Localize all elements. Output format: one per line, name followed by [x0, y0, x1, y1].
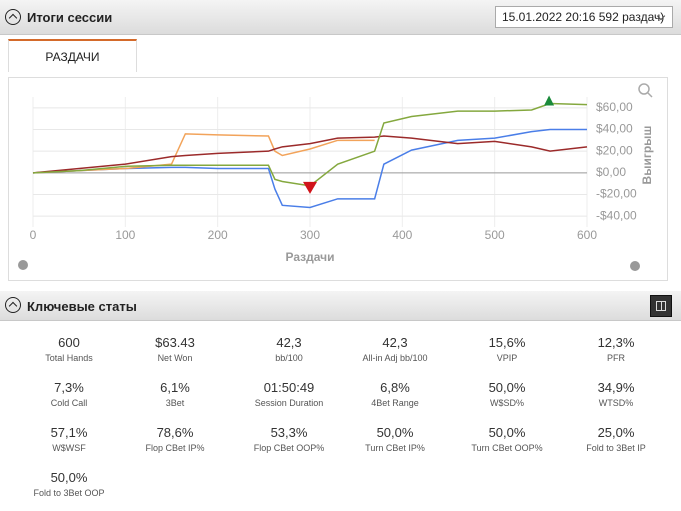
session-select[interactable]: 15.01.2022 20:16 592 раздач): [495, 6, 673, 28]
stat-label: Turn CBet OOP%: [471, 443, 543, 453]
zoom-icon[interactable]: [638, 83, 650, 95]
x-tick-label: 600: [577, 228, 597, 242]
x-tick-label: 300: [300, 228, 320, 242]
stat: 34,9% WTSD%: [559, 380, 673, 408]
stat: $63.43 Net Won: [118, 335, 232, 363]
stat-value: 50,0%: [50, 470, 88, 485]
stat-value: 50,0%: [376, 425, 414, 440]
max-marker: [544, 95, 555, 106]
session-header: Итоги сессии 15.01.2022 20:16 592 раздач…: [0, 0, 681, 35]
stat-label: W$WSF: [52, 443, 86, 453]
stat: 78,6% Flop CBet IP%: [118, 425, 232, 453]
stat: 12,3% PFR: [559, 335, 673, 363]
stat-value: 57,1%: [50, 425, 88, 440]
min-marker: [303, 181, 317, 194]
stat-value: 34,9%: [597, 380, 635, 395]
x-tick-label: 500: [485, 228, 505, 242]
stats-header: Ключевые статы: [0, 291, 681, 321]
collapse-button[interactable]: [5, 297, 21, 313]
info-icon[interactable]: [630, 261, 640, 271]
x-tick-label: 200: [208, 228, 228, 242]
stat-value: 78,6%: [156, 425, 194, 440]
stat-label: Net Won: [157, 353, 193, 363]
stat-label: Flop CBet IP%: [145, 443, 205, 453]
settings-icon[interactable]: [18, 260, 28, 270]
stat-value: 600: [58, 335, 80, 350]
stat-label: W$SD%: [489, 398, 524, 408]
stat-label: Fold to 3Bet OOP: [33, 488, 105, 498]
stat-value: 6,8%: [380, 380, 410, 395]
stat: 42,3 bb/100: [232, 335, 346, 363]
collapse-button[interactable]: [5, 9, 21, 25]
stat-label: 4Bet Range: [371, 398, 419, 408]
stat: 50,0% Fold to 3Bet OOP: [12, 470, 126, 498]
stat-label: Turn CBet IP%: [365, 443, 425, 453]
stat: 42,3 All-in Adj bb/100: [338, 335, 452, 363]
stat-value: 53,3%: [270, 425, 308, 440]
stat-value: 12,3%: [597, 335, 635, 350]
stat-label: WTSD%: [598, 398, 634, 408]
stat: 57,1% W$WSF: [12, 425, 126, 453]
stat-label: VPIP: [496, 353, 518, 363]
y-tick-label: $60,00: [596, 100, 633, 114]
stat-label: bb/100: [275, 353, 303, 363]
stat-value: 50,0%: [488, 425, 526, 440]
chart: Раздачи Выигрыш 0 100 200 300 400 500 600 -$40,…: [18, 83, 654, 271]
stat-label: Session Duration: [254, 398, 324, 408]
line-series: [32, 128, 587, 209]
stat: 7,3% Cold Call: [12, 380, 126, 408]
y-tick-label: -$20,00: [596, 187, 637, 201]
stat-label: All-in Adj bb/100: [362, 353, 428, 363]
stat-value: $63.43: [155, 335, 195, 350]
zoom-icon-handle: [647, 92, 653, 98]
stat: 01:50:49 Session Duration: [232, 380, 346, 408]
x-tick-label: 100: [115, 228, 135, 242]
stat: 6,8% 4Bet Range: [338, 380, 452, 408]
x-tick-label: 0: [30, 228, 37, 242]
stat-value: 7,3%: [54, 380, 84, 395]
stat: 50,0% W$SD%: [450, 380, 564, 408]
stat-value: 15,6%: [488, 335, 526, 350]
stat-value: 01:50:49: [263, 380, 315, 395]
x-axis-title: Раздачи: [286, 250, 335, 264]
stat-label: Flop CBet OOP%: [253, 443, 325, 453]
stat-value: 6,1%: [160, 380, 190, 395]
stat: 15,6% VPIP: [450, 335, 564, 363]
header-title: Итоги сессии: [27, 10, 113, 25]
line-series: [32, 133, 375, 174]
stat-value: 50,0%: [488, 380, 526, 395]
stat: 53,3% Flop CBet OOP%: [232, 425, 346, 453]
stat-label: PFR: [607, 353, 625, 363]
layout-button[interactable]: [650, 295, 672, 317]
stat-value: 42,3: [276, 335, 302, 350]
stat-label: Total Hands: [45, 353, 93, 363]
stat: 600 Total Hands: [12, 335, 126, 363]
stat-value: 42,3: [382, 335, 408, 350]
stat-value: 25,0%: [597, 425, 635, 440]
y-tick-label: $40,00: [596, 122, 633, 136]
stat-label: 3Bet: [165, 398, 185, 408]
stat-label: Fold to 3Bet IP: [586, 443, 646, 453]
x-tick-label: 400: [392, 228, 412, 242]
stat: 25,0% Fold to 3Bet IP: [559, 425, 673, 453]
y-axis-title: Выигрыш: [640, 126, 654, 185]
stats-title: Ключевые статы: [27, 299, 137, 314]
y-tick-label: -$40,00: [596, 208, 637, 222]
chart-panel: [8, 77, 668, 281]
y-tick-label: $0,00: [596, 165, 626, 179]
y-tick-label: $20,00: [596, 143, 633, 157]
stat-label: Cold Call: [50, 398, 88, 408]
stat: 50,0% Turn CBet IP%: [338, 425, 452, 453]
stat: 50,0% Turn CBet OOP%: [450, 425, 564, 453]
line-series: [32, 135, 588, 174]
tab[interactable]: РАЗДАЧИ: [8, 39, 137, 72]
stat: 6,1% 3Bet: [118, 380, 232, 408]
